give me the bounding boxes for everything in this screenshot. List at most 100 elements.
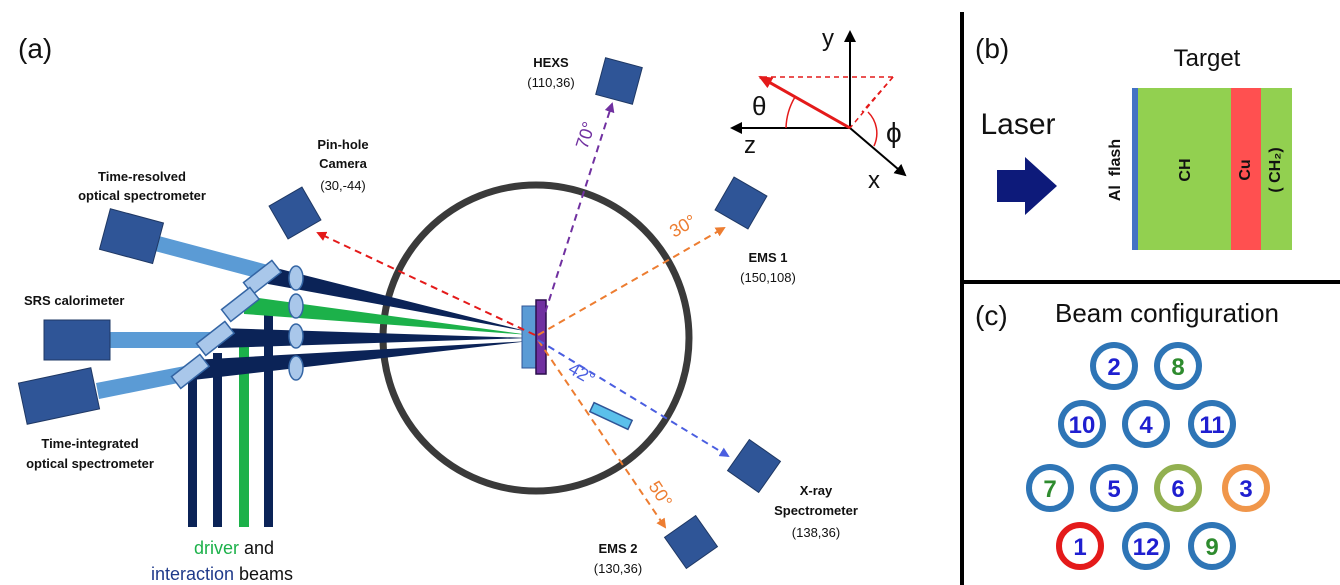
beam-ring <box>1122 400 1170 448</box>
lens <box>288 323 304 349</box>
beam-ring <box>1058 400 1106 448</box>
coordinate-axes: y z x θ ϕ <box>730 25 907 194</box>
beam-5: 5 <box>1090 464 1138 512</box>
xray-label-1: X-ray <box>800 483 833 498</box>
panel-c-label: (c) <box>975 300 1008 331</box>
hexs-arrow <box>537 102 615 336</box>
beam-number: 8 <box>1171 354 1184 381</box>
theta-arc <box>785 96 796 129</box>
beam-number: 4 <box>1139 412 1153 439</box>
pinhole-label-2: Camera <box>319 156 367 171</box>
ems2-box <box>663 514 719 570</box>
panel-b-label: (b) <box>975 33 1009 64</box>
xray-arrow <box>537 339 730 458</box>
beam-ring <box>1154 342 1202 390</box>
time-resolved-spectrometer <box>98 208 165 265</box>
ems2-label: EMS 2 <box>598 541 637 556</box>
ch-label: CH <box>1177 158 1194 181</box>
beam-number: 12 <box>1133 534 1160 561</box>
target-ch-layer <box>521 305 537 369</box>
xray-angle: 42° <box>565 358 599 389</box>
lens <box>288 355 304 381</box>
interaction-beam-leg <box>213 353 222 527</box>
time-integrated-label-2: optical spectrometer <box>26 456 154 471</box>
beam-config-title: Beam configuration <box>1055 298 1279 328</box>
ch2-layer <box>1261 88 1292 250</box>
ems2-arrow <box>537 339 667 529</box>
hexs-angle: 70° <box>572 119 599 151</box>
ch2-label: ( CH₂) <box>1267 147 1284 192</box>
beam-10: 10 <box>1058 400 1106 448</box>
beam-ring <box>1090 464 1138 512</box>
and-word: and <box>239 538 274 558</box>
beam-number: 11 <box>1199 412 1224 439</box>
xray-spectrometer-box <box>726 438 782 494</box>
phi-arc <box>867 111 878 147</box>
ems1-coords: (150,108) <box>740 270 796 285</box>
ems1-angle: 30° <box>666 211 700 242</box>
splitter <box>170 353 211 390</box>
ch-layer <box>1138 88 1231 250</box>
cu-layer <box>1231 88 1261 250</box>
beams-caption-line-2: interaction beams <box>151 564 293 584</box>
arm-time-resolved <box>151 235 268 280</box>
splitter <box>195 320 236 357</box>
beam-number: 6 <box>1171 476 1184 503</box>
direction-vector <box>758 75 851 130</box>
time-integrated-label-1: Time-integrated <box>41 436 138 451</box>
beam-12: 12 <box>1122 522 1170 570</box>
interaction-beam <box>268 266 530 332</box>
xray-label-2: Spectrometer <box>774 503 858 518</box>
panel-b: (b) Target Laser Al flash CH Cu ( CH₂) <box>975 33 1292 250</box>
beam-11: 11 <box>1188 400 1236 448</box>
panel-c: (c) Beam configuration 2 8 10 4 11 7 5 6 3 1 12 9 <box>975 298 1279 570</box>
interaction-beam-leg <box>188 377 197 527</box>
beams-word: beams <box>234 564 293 584</box>
time-resolved-label-2: optical spectrometer <box>78 188 206 203</box>
hexs-coords: (110,36) <box>527 75 574 90</box>
beam-circles: 2 8 10 4 11 7 5 6 3 1 12 9 <box>1026 342 1270 570</box>
arm-srs <box>110 332 215 348</box>
phi-label: ϕ <box>886 117 902 148</box>
theta-label: θ <box>752 91 766 121</box>
splitters <box>170 259 283 390</box>
srs-calorimeter <box>43 319 111 361</box>
pinhole-arrow <box>316 231 536 336</box>
beam-4: 4 <box>1122 400 1170 448</box>
target-title: Target <box>1174 45 1241 72</box>
interaction-word: interaction <box>151 564 234 584</box>
beam-2: 2 <box>1090 342 1138 390</box>
beam-number: 1 <box>1073 534 1086 561</box>
beam-ring <box>1056 522 1104 570</box>
beam-8: 8 <box>1154 342 1202 390</box>
beam-ring <box>1188 522 1236 570</box>
beams-caption-line-1: driver and <box>194 538 274 558</box>
lens <box>288 265 304 291</box>
al-flash-layer <box>1132 88 1138 250</box>
beam-ring <box>1026 464 1074 512</box>
beam-ring <box>1222 464 1270 512</box>
target-cu-layer <box>535 299 547 375</box>
x-axis-label: x <box>868 167 880 194</box>
pinhole-camera-box <box>268 186 322 240</box>
beam-number: 3 <box>1239 476 1252 503</box>
driver-beam <box>244 296 530 335</box>
pinhole-label-1: Pin-hole <box>317 137 368 152</box>
beam-ring <box>1188 400 1236 448</box>
beam-number: 2 <box>1107 354 1120 381</box>
y-axis-label: y <box>822 25 834 52</box>
beam-legs <box>188 306 273 527</box>
laser-label: Laser <box>980 108 1055 141</box>
lenses <box>288 265 304 381</box>
beam-3: 3 <box>1222 464 1270 512</box>
driver-word: driver <box>194 538 239 558</box>
arm-time-integrated <box>96 365 193 399</box>
interaction-beam <box>193 341 530 380</box>
lens <box>288 293 304 319</box>
hexs-box <box>595 57 643 105</box>
beam-ring <box>1154 464 1202 512</box>
beam-number: 7 <box>1043 476 1056 503</box>
ems1-box <box>714 176 768 230</box>
diagnostic-boxes <box>268 57 782 570</box>
